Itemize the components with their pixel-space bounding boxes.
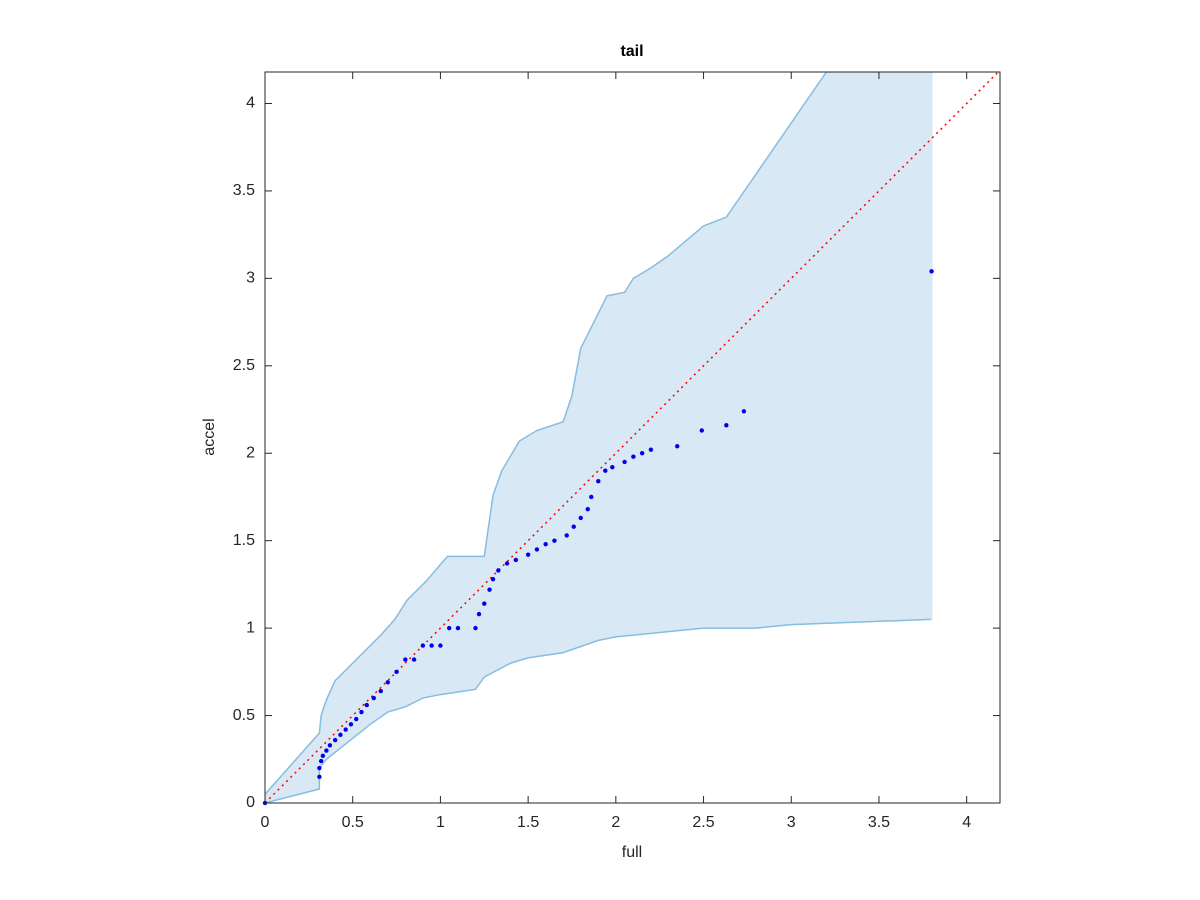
x-tick-label: 0 [261,814,270,831]
point [564,533,569,538]
y-axis-label: accel [201,418,218,455]
point [394,669,399,675]
y-tick-label: 0 [246,794,255,811]
point [371,695,376,701]
y-tick-label: 2 [246,444,255,461]
point [348,722,354,727]
x-tick-label: 3.5 [868,814,890,831]
point [364,702,369,708]
point [320,753,326,758]
point [332,737,338,743]
point [724,423,729,428]
point [354,716,359,722]
point [317,765,322,771]
point [543,541,548,547]
point [490,576,496,582]
point [639,451,645,456]
point [359,709,364,715]
point [699,428,704,433]
point [446,625,452,631]
point [571,524,576,529]
point [343,727,348,732]
point [504,561,510,566]
point [476,611,482,617]
point [552,538,557,543]
point [487,587,492,592]
point [622,459,627,465]
y-tick-label: 3.5 [233,182,255,199]
y-tick-label: 3 [246,270,255,287]
point [338,732,343,737]
point [327,743,333,748]
x-tick-label: 1.5 [517,814,539,831]
point [929,269,934,274]
point [741,409,747,414]
point [482,601,487,606]
point [589,494,594,500]
band-upper [265,72,828,795]
axes-box [264,71,1001,804]
x-tick-label: 2.5 [692,814,714,831]
point [473,625,478,631]
point [317,774,322,779]
x-axis-label: full [622,844,642,861]
point [596,479,601,484]
point [610,465,615,470]
point [420,643,426,648]
point [318,758,324,764]
point [411,657,417,662]
point [429,643,434,648]
point [378,688,383,694]
point [603,468,608,473]
point [455,625,461,631]
x-tick-label: 4 [962,814,971,831]
point [403,657,408,662]
x-tick-label: 3 [787,814,796,831]
point [648,447,654,452]
x-tick-label: 0.5 [342,814,364,831]
point [631,454,636,459]
y-tick-label: 4 [246,95,255,112]
x-tick-label: 2 [611,814,620,831]
point [496,568,501,573]
point [534,547,540,552]
point [438,643,443,648]
band-fill [265,72,932,803]
point [675,444,680,449]
point [385,680,390,685]
x-tick-label: 1 [436,814,445,831]
y-tick-label: 0.5 [233,707,255,724]
point [578,515,583,521]
point [324,748,329,753]
y-tick-label: 1 [246,619,255,636]
reference-line [265,72,1000,803]
point [585,507,590,512]
chart-title: tail [620,43,643,60]
band-lower [265,618,932,803]
point [513,557,519,563]
point [525,552,531,557]
y-tick-label: 2.5 [233,357,255,374]
y-tick-label: 1.5 [233,532,255,549]
